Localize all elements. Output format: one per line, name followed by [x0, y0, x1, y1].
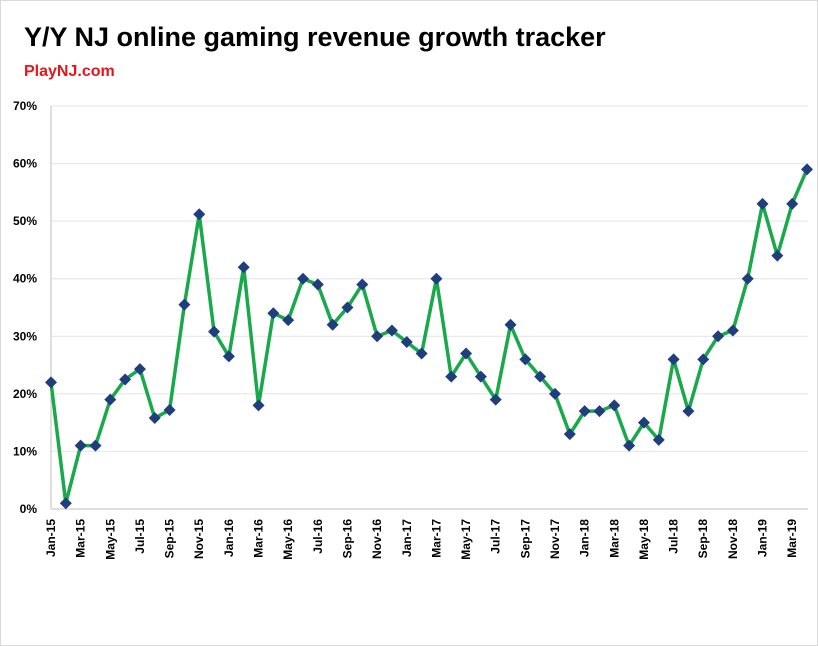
data-point [474, 370, 487, 383]
y-tick-label: 30% [13, 329, 37, 343]
data-point [504, 318, 517, 331]
x-tick-label: Jan-19 [756, 519, 770, 557]
x-tick-label: Jan-18 [578, 519, 592, 557]
data-point [771, 249, 784, 262]
data-point [667, 353, 680, 366]
data-point [697, 353, 710, 366]
x-tick-label: Sep-17 [518, 519, 532, 559]
data-point [119, 373, 132, 386]
chart-subtitle: PlayNJ.com [24, 63, 115, 80]
data-point [608, 399, 621, 412]
x-tick-label: Mar-17 [429, 519, 443, 558]
x-tick-label: Mar-16 [252, 519, 266, 558]
data-point [400, 336, 413, 349]
data-point [741, 272, 754, 285]
data-point [89, 439, 102, 452]
data-point [163, 403, 176, 416]
x-tick-label: Nov-15 [192, 519, 206, 559]
data-point [637, 416, 650, 429]
data-point [712, 330, 725, 343]
data-point [267, 307, 280, 320]
x-tick-label: Nov-16 [370, 519, 384, 559]
x-tick-label: Nov-18 [726, 519, 740, 559]
data-point [237, 261, 250, 274]
data-point [445, 370, 458, 383]
data-point [623, 439, 636, 452]
x-tick-label: May-16 [281, 519, 295, 560]
x-tick-label: Jul-18 [667, 519, 681, 554]
x-tick-label: Mar-15 [74, 519, 88, 558]
data-point [74, 439, 87, 452]
series-line [49, 168, 809, 505]
x-tick-label: Sep-15 [163, 519, 177, 559]
data-point [519, 353, 532, 366]
x-tick-label: Jul-17 [489, 519, 503, 554]
data-point [430, 272, 443, 285]
data-point [341, 301, 354, 314]
x-tick-label: Sep-18 [696, 519, 710, 559]
data-point [59, 497, 72, 510]
data-point [297, 272, 309, 285]
x-tick-label: Jul-16 [311, 519, 325, 554]
data-point [756, 197, 769, 210]
x-tick-label: May-18 [637, 519, 651, 560]
x-tick-label: Nov-17 [548, 519, 562, 559]
x-tick-label: Jan-16 [222, 519, 236, 557]
data-point [208, 325, 221, 338]
data-point [356, 278, 369, 291]
x-tick-label: May-15 [103, 519, 117, 560]
y-tick-label: 70% [13, 99, 37, 113]
data-point [534, 370, 547, 383]
data-point [682, 405, 695, 418]
data-point [104, 393, 117, 406]
data-point [801, 163, 813, 176]
data-point [371, 330, 384, 343]
data-point [45, 376, 57, 389]
x-tick-label: Jan-17 [400, 519, 414, 557]
data-point [133, 363, 146, 376]
data-point [148, 412, 161, 425]
data-point [222, 350, 235, 363]
x-tick-label: Sep-16 [340, 519, 354, 559]
data-point [282, 314, 295, 327]
data-point [311, 278, 324, 291]
x-tick-label: Jul-15 [133, 519, 147, 554]
x-tick-label: Mar-19 [785, 519, 799, 558]
data-point [549, 387, 561, 400]
data-point [786, 197, 799, 210]
x-tick-label: May-17 [459, 519, 473, 560]
y-tick-label: 10% [13, 444, 37, 458]
y-tick-label: 60% [13, 157, 37, 171]
data-point [652, 433, 665, 446]
data-point [326, 318, 339, 331]
data-point [726, 324, 739, 337]
data-point [578, 405, 591, 418]
data-point [252, 399, 265, 412]
data-point [415, 347, 428, 360]
data-point [178, 298, 191, 311]
y-tick-label: 50% [13, 214, 37, 228]
data-point [489, 393, 502, 406]
y-tick-label: 40% [13, 272, 37, 286]
data-point [193, 208, 206, 221]
data-point [563, 428, 576, 441]
data-point [385, 324, 398, 337]
x-tick-label: Jan-15 [44, 519, 58, 557]
y-tick-label: 0% [20, 502, 38, 516]
data-point [460, 347, 473, 360]
data-point [593, 405, 606, 418]
y-tick-label: 20% [13, 387, 37, 401]
chart-title: Y/Y NJ online gaming revenue growth trac… [24, 22, 606, 52]
x-tick-label: Mar-18 [607, 519, 621, 558]
